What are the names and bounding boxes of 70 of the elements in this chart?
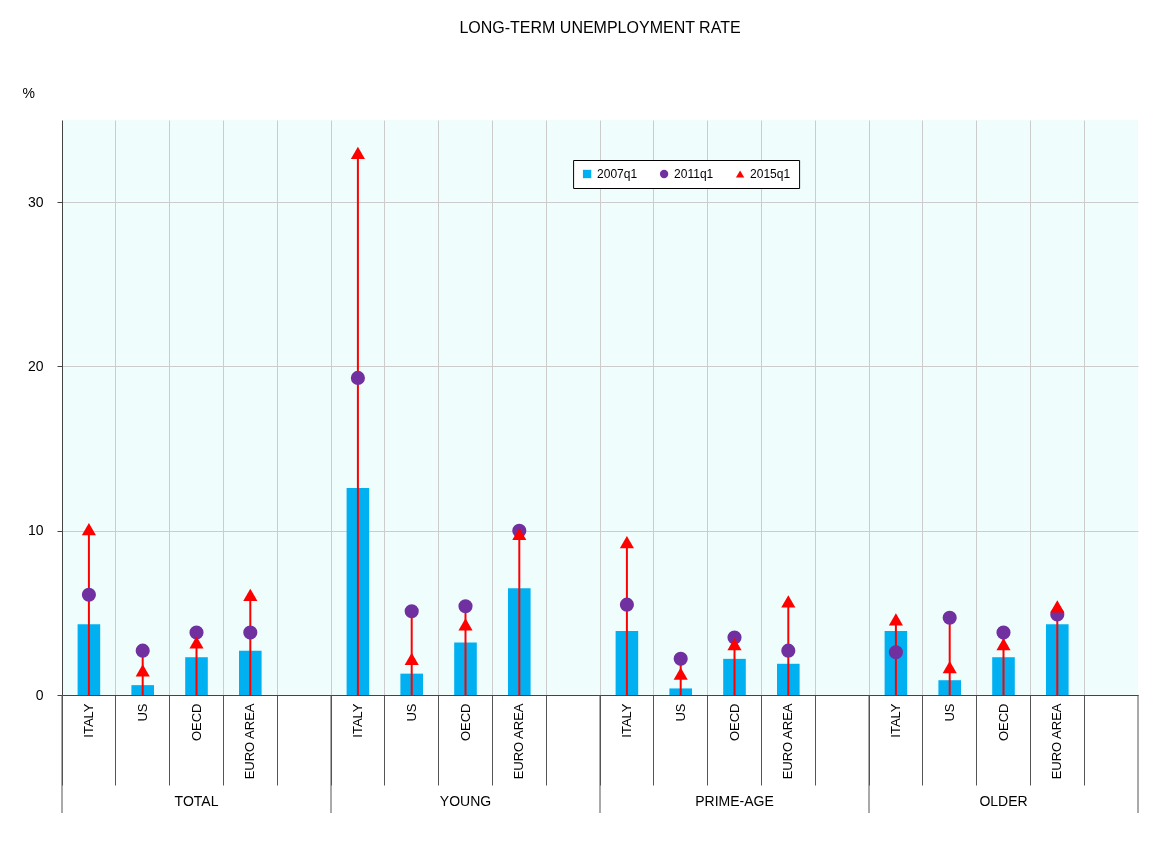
x-tick-label: OECD	[188, 703, 204, 742]
y-tick-label: 0	[35, 686, 44, 703]
x-tick-label: EURO AREA	[1049, 703, 1065, 780]
point	[996, 625, 1011, 640]
point	[888, 645, 903, 660]
text: YOUNG	[439, 793, 492, 809]
bar	[239, 650, 262, 695]
bar	[131, 685, 154, 695]
point	[404, 652, 419, 665]
x-tick-label: ITALY	[887, 703, 903, 738]
point	[458, 618, 473, 631]
x-tick-label: EURO AREA	[242, 703, 258, 780]
point	[135, 664, 150, 677]
x-tick-label: EURO AREA	[511, 703, 527, 780]
legend-label: 2007q1	[597, 167, 638, 181]
x-tick-label: US	[403, 703, 419, 722]
point	[781, 643, 796, 658]
x-tick-label: ITALY	[349, 703, 365, 738]
point	[81, 587, 96, 602]
legend-label: 2011q1	[674, 167, 714, 181]
legend-label: 2015q1	[750, 167, 791, 181]
y-tick-label: 10	[27, 522, 44, 539]
point	[350, 370, 365, 385]
chart-title: LONG-TERM UNEMPLOYMENT RATE	[459, 19, 741, 36]
x-tick-label: OECD	[726, 703, 742, 742]
point	[888, 613, 903, 626]
bar	[669, 688, 692, 695]
point	[996, 637, 1011, 651]
y-tick-label: 30	[27, 193, 44, 210]
text: OLDER	[979, 793, 1028, 809]
x-tick-label: US	[941, 703, 957, 722]
text: TOTAL	[174, 793, 219, 809]
point	[727, 637, 742, 651]
point	[512, 527, 527, 541]
bar	[508, 588, 531, 695]
x-tick-label: ITALY	[80, 703, 96, 738]
bar	[400, 673, 423, 695]
point	[942, 610, 957, 625]
x-tick-label: US	[134, 703, 150, 722]
point	[404, 604, 419, 619]
y-tick-label: 20	[27, 357, 44, 374]
x-tick-label: ITALY	[618, 703, 634, 738]
bar	[938, 680, 961, 695]
point	[619, 597, 634, 612]
point	[350, 146, 365, 159]
point	[189, 625, 204, 640]
y-axis-title: %	[22, 84, 35, 101]
point	[673, 651, 688, 666]
bar	[777, 663, 800, 695]
bar	[1046, 624, 1069, 695]
point	[458, 599, 473, 614]
point	[619, 536, 634, 549]
point	[243, 588, 258, 601]
point	[189, 636, 204, 649]
point	[781, 595, 796, 608]
point	[1050, 600, 1065, 613]
x-tick-label: EURO AREA	[780, 703, 796, 780]
point	[942, 660, 957, 674]
point	[673, 667, 688, 680]
x-tick-label: OECD	[457, 703, 473, 742]
x-tick-label: OECD	[995, 703, 1011, 742]
bar	[992, 657, 1015, 695]
bar	[185, 657, 208, 695]
bar	[454, 642, 477, 695]
bar	[723, 658, 746, 695]
point	[135, 643, 150, 658]
point	[81, 522, 96, 536]
point	[243, 625, 258, 640]
x-tick-label: US	[672, 703, 688, 722]
text: PRIME-AGE	[695, 793, 774, 809]
